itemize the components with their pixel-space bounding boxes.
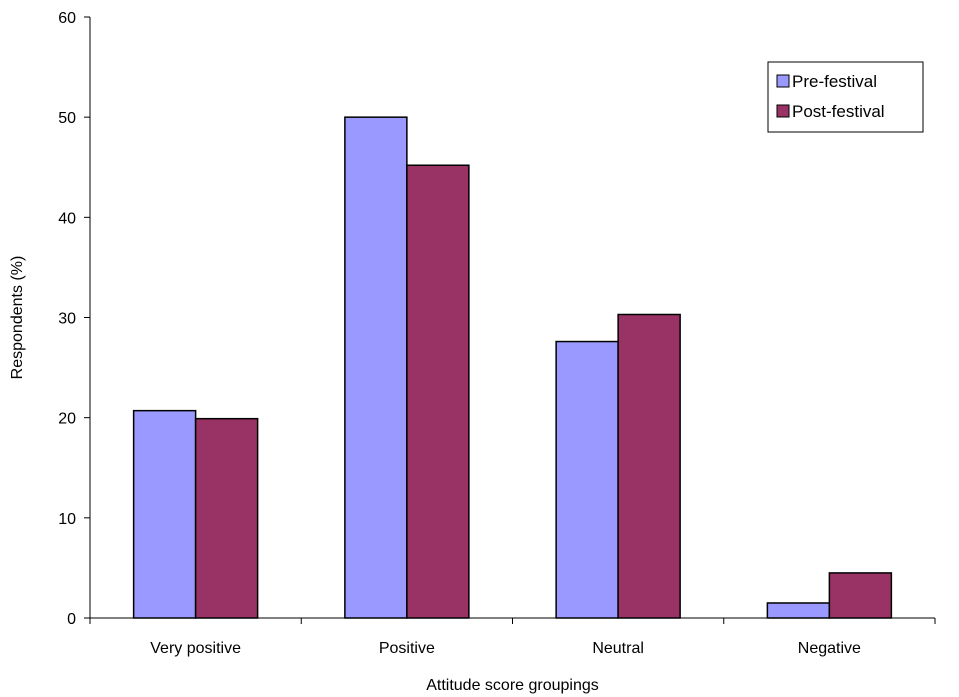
legend: Pre-festival Post-festival — [767, 61, 924, 133]
bar-post-festival — [828, 572, 893, 619]
x-tick-label: Neutral — [592, 640, 644, 657]
bar-post-festival — [194, 417, 259, 619]
x-tick-label: Positive — [379, 640, 435, 657]
legend-label: Pre-festival — [792, 72, 877, 91]
legend-swatch — [776, 104, 790, 118]
x-ticks-group: Very positive Positive Neutral Negative — [89, 618, 936, 657]
y-tick-label: 60 — [58, 10, 76, 27]
legend-box — [767, 61, 924, 133]
y-ticks-group: 0 10 20 30 40 50 60 — [58, 10, 90, 628]
y-tick-label: 50 — [58, 110, 76, 127]
bar-post-festival — [617, 313, 681, 619]
x-tick-label: Very positive — [150, 640, 241, 657]
legend-label: Post-festival — [792, 102, 885, 121]
y-tick-label: 40 — [58, 210, 76, 227]
bar-pre-festival — [766, 602, 831, 619]
y-tick-label: 0 — [67, 611, 76, 628]
bar-post-festival — [406, 164, 470, 619]
y-axis-title: Respondents (%) — [9, 256, 26, 380]
bar-pre-festival — [555, 340, 619, 619]
y-tick-label: 30 — [58, 311, 76, 328]
x-axis-title: Attitude score groupings — [426, 677, 599, 694]
y-tick-label: 20 — [58, 411, 76, 428]
legend-swatch — [776, 74, 790, 88]
x-tick-label: Negative — [798, 640, 861, 657]
bar-pre-festival — [132, 409, 197, 619]
bars-group — [132, 116, 893, 619]
bar-pre-festival — [344, 116, 408, 619]
y-tick-label: 10 — [58, 511, 76, 528]
